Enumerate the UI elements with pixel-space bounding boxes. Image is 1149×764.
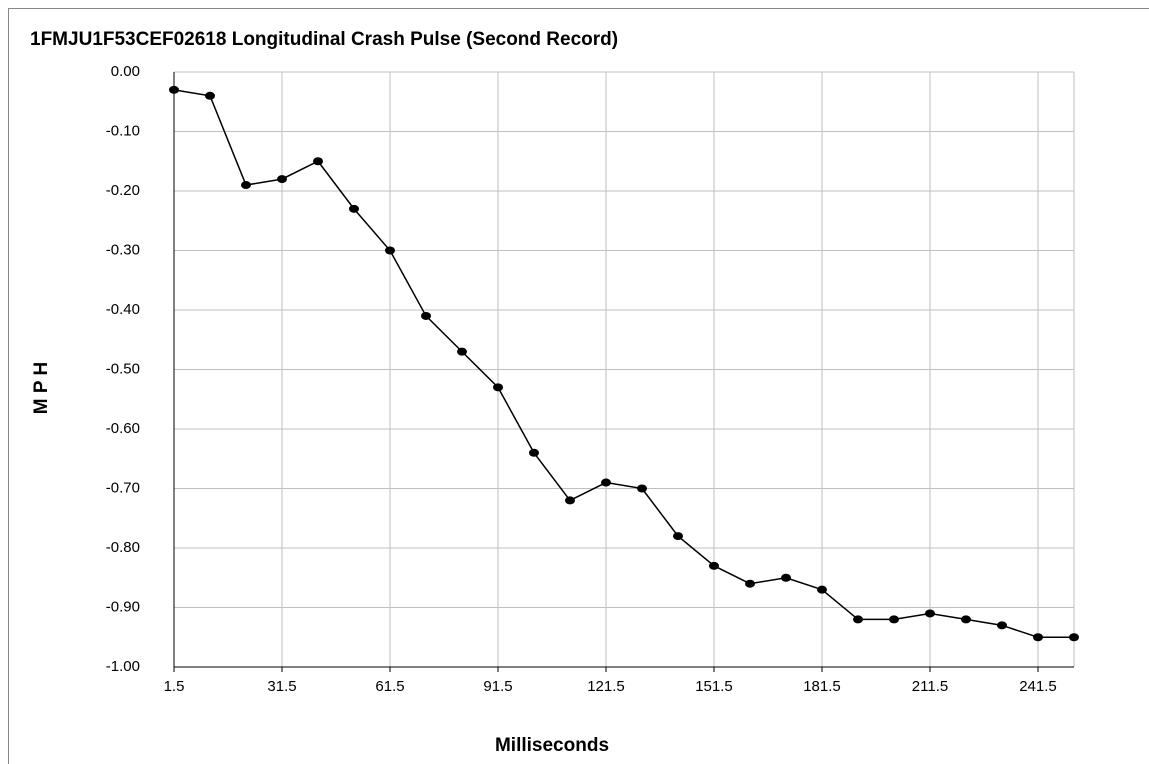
y-tick-label: -0.50: [106, 360, 140, 377]
x-tick-label: 211.5: [912, 678, 948, 695]
data-point: [385, 246, 395, 255]
data-point: [1033, 633, 1043, 642]
data-point: [745, 579, 755, 588]
data-point: [241, 181, 251, 190]
data-point: [961, 615, 971, 624]
y-tick-label: -0.30: [106, 241, 140, 258]
x-tick-label: 31.5: [267, 678, 296, 695]
y-tick-label: 0.00: [111, 63, 140, 80]
x-axis-label: Milliseconds: [495, 735, 609, 756]
data-point: [925, 609, 935, 618]
data-point: [817, 585, 827, 594]
data-line: [173, 89, 1074, 638]
y-tick-label: -0.90: [106, 598, 140, 615]
y-tick-label: -0.10: [106, 122, 140, 139]
x-tick-label: 181.5: [803, 678, 841, 695]
data-point: [853, 615, 863, 624]
x-tick-label: 151.5: [695, 678, 733, 695]
data-point: [1069, 633, 1079, 642]
data-point: [889, 615, 899, 624]
data-point: [781, 573, 791, 582]
y-axis-label: M P H: [31, 362, 52, 414]
data-point: [277, 175, 287, 184]
x-tick-label: 61.5: [375, 678, 404, 695]
y-tick-label: -0.20: [106, 182, 140, 199]
data-point: [997, 621, 1007, 630]
y-tick-label: -0.80: [106, 539, 140, 556]
data-point: [601, 478, 611, 487]
data-point: [169, 85, 179, 94]
y-tick-label: -0.60: [106, 420, 140, 437]
x-tick-label: 121.5: [587, 678, 625, 695]
data-point: [493, 383, 503, 392]
data-point: [205, 91, 215, 100]
data-point: [457, 347, 467, 356]
data-point: [673, 532, 683, 541]
x-tick-label: 1.5: [164, 678, 185, 695]
x-tick-label: 91.5: [483, 678, 512, 695]
x-tick-label: 241.5: [1019, 678, 1057, 695]
y-tick-label: -1.00: [106, 658, 140, 675]
y-tick-label: -0.40: [106, 301, 140, 318]
data-point: [421, 311, 431, 320]
y-tick-label: -0.70: [106, 479, 140, 496]
chart-title: 1FMJU1F53CEF02618 Longitudinal Crash Pul…: [30, 29, 618, 50]
data-point: [709, 561, 719, 570]
data-point: [529, 448, 539, 457]
data-point: [565, 496, 575, 505]
data-point: [637, 484, 647, 493]
data-point: [313, 157, 323, 166]
data-point: [349, 204, 359, 213]
